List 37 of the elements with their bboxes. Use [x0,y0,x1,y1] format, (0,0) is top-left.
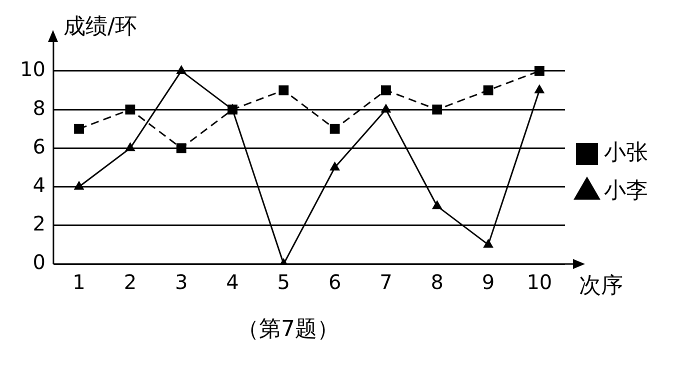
y-tick-label: 4 [32,172,46,197]
x-tick-label: 7 [380,270,392,294]
point [483,238,494,248]
x-axis-title: 次序 [579,274,623,299]
point [534,66,544,76]
point [74,124,84,134]
x-tick-label: 1 [72,270,86,294]
x-tick-label: 10 [526,270,552,294]
legend-label: 小张 [604,140,648,166]
legend-label: 小李 [604,178,648,204]
point [74,180,84,190]
y-tick-label: 10 [20,57,46,82]
point [124,142,136,152]
x-tick-label: 8 [430,270,444,294]
x-tick-label: 9 [482,270,495,294]
y-tick-label: 8 [32,96,46,120]
point [432,104,442,115]
point [380,104,392,113]
x-tick-label: 6 [328,270,342,294]
point [330,161,340,170]
x-tick-label: 2 [124,270,137,294]
x-tick-label: 3 [174,270,188,294]
point [125,104,136,115]
point [176,143,186,154]
text: （第7题） [236,316,340,344]
point [483,85,494,96]
x-tick-label: 4 [226,270,239,294]
point [432,200,442,210]
y-tick-label: 6 [32,134,46,158]
y-tick-label: 0 [32,250,46,274]
point [534,84,545,94]
y-axis-title: 成绩/环 [63,14,137,40]
point [330,124,340,134]
y-tick-label: 2 [32,212,46,236]
point [381,85,391,96]
x-tick-label: 5 [277,270,290,294]
point [278,85,289,96]
